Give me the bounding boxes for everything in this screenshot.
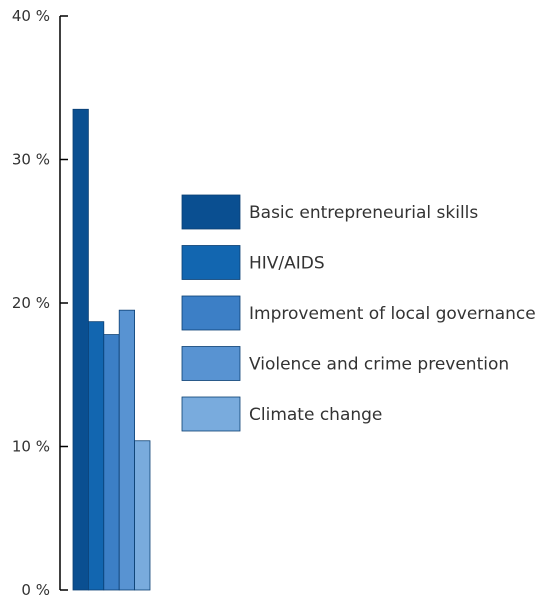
y-tick-label: 0 % [21,581,50,598]
bar [72,108,89,591]
bar [88,321,105,591]
y-tick-label: 30 % [12,151,50,169]
y-tick-label: 10 % [12,438,50,456]
legend: Basic entrepreneurial skills HIV/AIDS Impr… [181,194,535,432]
legend-label: Violence and crime prevention [249,355,509,375]
legend-label: Improvement of local governance [249,304,535,324]
legend-swatch [181,346,241,381]
legend-label: Basic entrepreneurial skills [249,203,478,223]
y-tick-label: 20 % [12,294,50,312]
y-axis-ticks: 40 % 30 % 20 % 10 % 0 % [12,7,68,598]
bar [134,440,151,591]
bar [103,334,120,591]
legend-label: HIV/AIDS [249,254,325,274]
legend-swatch [181,245,241,280]
y-tick-label: 40 % [12,7,50,25]
bar [118,309,135,591]
bars [72,108,151,591]
legend-swatch [181,194,241,230]
legend-swatch [181,396,241,432]
legend-label: Climate change [249,405,382,425]
legend-swatch [181,295,241,331]
